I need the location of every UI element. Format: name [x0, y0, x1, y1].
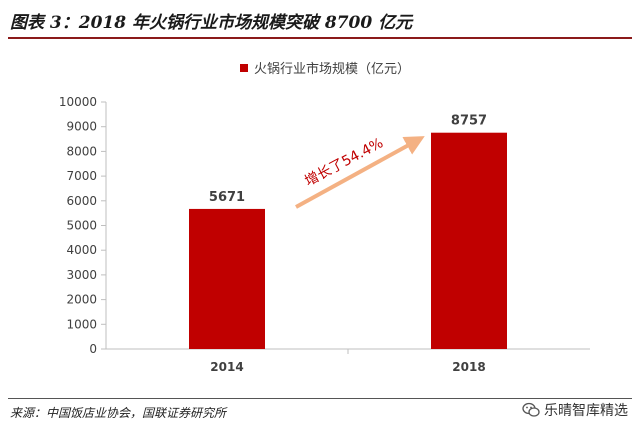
y-tick-label: 8000 [66, 144, 97, 158]
legend-swatch [240, 64, 248, 72]
y-tick-label: 4000 [66, 243, 97, 257]
growth-annotation: 增长了54.4% [295, 135, 425, 209]
y-tick-label: 7000 [66, 169, 97, 183]
data-label: 8757 [451, 114, 487, 129]
chart-legend: 火锅行业市场规模（亿元） [240, 61, 410, 77]
y-tick-label: 2000 [66, 293, 97, 307]
bar-chart: 火锅行业市场规模（亿元） 0 1000 2000 3000 4000 5000 6000 70… [59, 61, 590, 374]
bar-2014 [189, 208, 265, 349]
y-tick-label: 1000 [66, 317, 97, 331]
figure-title: 图表 3：2018 年火锅行业市场规模突破 8700 亿元 [10, 13, 413, 33]
bar-2018 [431, 132, 507, 349]
x-axis: 2014 2018 [106, 348, 590, 374]
y-tick-label: 0 [89, 342, 97, 356]
growth-arrow [295, 136, 425, 209]
x-tick-label: 2018 [452, 360, 485, 374]
y-tick-label: 9000 [66, 120, 97, 134]
y-axis: 0 1000 2000 3000 4000 5000 6000 7000 8000 9000 100… [59, 95, 107, 356]
watermark: 乐晴智库精选 [522, 400, 628, 420]
watermark-text: 乐晴智库精选 [544, 403, 628, 419]
source-note: 来源：中国饭店业协会，国联证券研究所 [10, 406, 227, 420]
wechat-icon [522, 402, 540, 417]
y-tick-label: 3000 [66, 268, 97, 282]
bars [189, 132, 507, 349]
footer-divider [8, 398, 632, 399]
y-tick-label: 6000 [66, 194, 97, 208]
legend-label: 火锅行业市场规模（亿元） [254, 61, 410, 77]
y-tick-label: 10000 [59, 95, 97, 109]
title-divider [8, 37, 632, 39]
data-label: 5671 [209, 190, 245, 205]
data-labels: 5671 8757 [209, 114, 487, 205]
x-tick-label: 2014 [210, 360, 243, 374]
y-tick-label: 5000 [66, 219, 97, 233]
